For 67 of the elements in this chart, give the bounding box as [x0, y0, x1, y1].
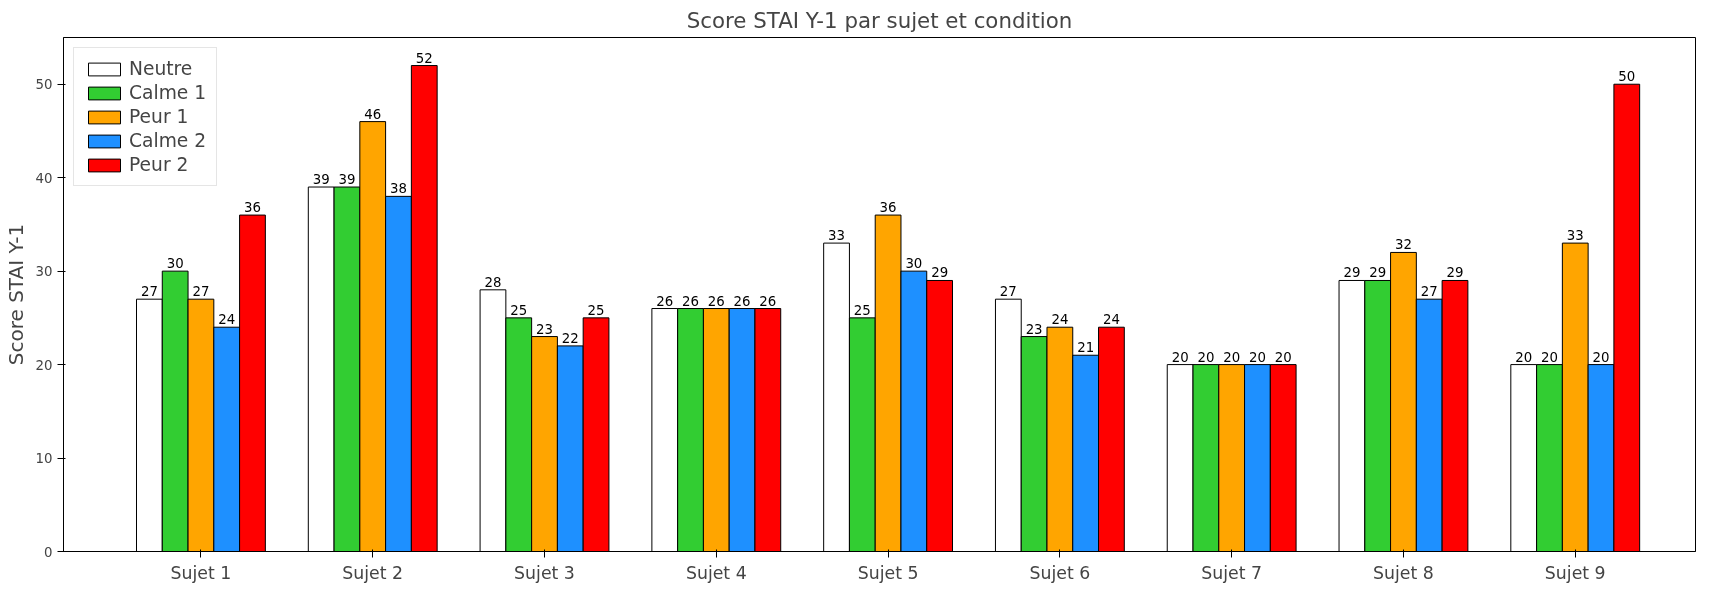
data-label: 27	[192, 284, 210, 300]
data-label: 29	[931, 265, 949, 281]
data-label: 29	[1369, 265, 1387, 281]
data-label: 39	[338, 172, 356, 188]
data-label: 24	[1051, 312, 1069, 328]
x-tick-label: Sujet 1	[170, 562, 232, 583]
data-label: 36	[879, 200, 897, 216]
data-label: 33	[828, 228, 846, 244]
data-label: 20	[1197, 349, 1215, 365]
data-label: 29	[1446, 265, 1464, 281]
data-label: 52	[415, 50, 433, 66]
x-tick-label: Sujet 6	[1029, 562, 1091, 583]
data-label: 20	[1515, 349, 1533, 365]
y-tick-label: 0	[44, 544, 53, 560]
data-label: 26	[759, 293, 777, 309]
data-label: 24	[218, 312, 236, 328]
x-tick-label: Sujet 9	[1544, 562, 1606, 583]
data-label: 25	[587, 302, 605, 318]
data-label: 20	[1248, 349, 1266, 365]
data-label: 26	[656, 293, 674, 309]
data-label: 27	[999, 284, 1017, 300]
legend-label: Peur 2	[129, 154, 189, 175]
y-axis-title: Score STAI Y-1	[3, 223, 28, 366]
data-label: 30	[905, 256, 923, 272]
data-label: 26	[682, 293, 700, 309]
data-label: 20	[1171, 349, 1189, 365]
data-label: 38	[390, 181, 407, 197]
y-tick-label: 10	[35, 451, 53, 467]
data-label: 27	[1420, 284, 1438, 300]
data-label: 21	[1077, 340, 1095, 356]
data-label: 26	[707, 293, 725, 309]
x-tick-label: Sujet 2	[342, 562, 404, 583]
data-label: 27	[140, 284, 158, 300]
legend-label: Peur 1	[129, 106, 189, 127]
data-label: 32	[1394, 237, 1412, 253]
data-label: 20	[1274, 349, 1292, 365]
data-label: 25	[510, 302, 528, 318]
legend-label: Neutre	[129, 58, 193, 79]
data-label: 46	[364, 106, 382, 122]
data-label: 36	[243, 200, 261, 216]
data-label: 28	[484, 274, 502, 290]
data-label: 23	[536, 321, 553, 337]
y-tick-label: 50	[35, 77, 53, 93]
x-tick-label: Sujet 7	[1201, 562, 1263, 583]
data-label: 22	[561, 330, 579, 346]
y-tick-label: 30	[35, 264, 53, 280]
data-label: 30	[166, 256, 184, 272]
legend-label: Calme 1	[129, 82, 207, 103]
x-tick-label: Sujet 8	[1373, 562, 1434, 583]
x-tick-label: Sujet 4	[685, 562, 747, 583]
data-label: 39	[312, 172, 330, 188]
x-tick-label: Sujet 3	[514, 562, 575, 583]
data-label: 25	[853, 302, 871, 318]
chart-title: Score STAI Y-1 par sujet et condition	[686, 7, 1073, 33]
data-label: 24	[1102, 312, 1120, 328]
data-label: 26	[733, 293, 751, 309]
x-tick-label: Sujet 5	[857, 562, 919, 583]
data-label: 33	[1566, 228, 1584, 244]
data-label: 20	[1592, 349, 1610, 365]
y-tick-label: 40	[35, 170, 53, 186]
data-label: 20	[1223, 349, 1241, 365]
data-label: 23	[1025, 321, 1043, 337]
data-label: 29	[1343, 265, 1361, 281]
data-label: 50	[1618, 69, 1636, 85]
legend-label: Calme 2	[129, 130, 207, 151]
data-label: 20	[1541, 349, 1558, 365]
y-tick-label: 20	[35, 357, 53, 373]
